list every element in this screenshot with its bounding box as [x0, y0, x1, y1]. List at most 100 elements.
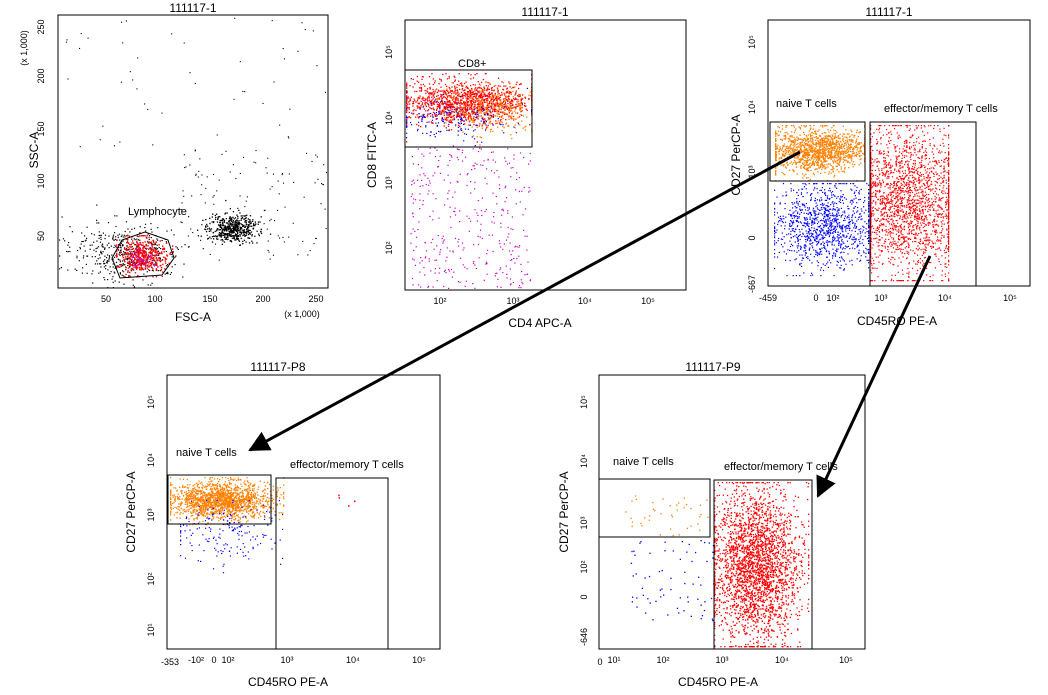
scatter-point [132, 265, 134, 267]
scatter-point [824, 213, 826, 215]
scatter-point [476, 125, 478, 127]
scatter-point [221, 227, 223, 229]
scatter-point [800, 222, 803, 224]
scatter-point [516, 105, 518, 107]
scatter-point [147, 269, 150, 271]
scatter-point [143, 254, 145, 257]
scatter-point [847, 224, 849, 226]
scatter-point [466, 93, 468, 95]
scatter-point [474, 287, 476, 289]
scatter-point [486, 183, 488, 185]
scatter-point [836, 224, 838, 226]
scatter-point [433, 133, 435, 136]
scatter-point [868, 248, 870, 251]
scatter-point [500, 121, 502, 123]
scatter-point [152, 243, 155, 246]
scatter-point [827, 202, 829, 204]
scatter-point [166, 254, 168, 256]
scatter-point [225, 150, 227, 152]
tick-label: 250 [308, 294, 323, 304]
scatter-point [133, 242, 135, 244]
scatter-point [781, 220, 784, 223]
plot-frame [404, 19, 687, 291]
scatter-point [515, 92, 517, 94]
panel-cd45ro-cd27: 111117-1 naive T cells effector/memory T… [729, 5, 1031, 328]
scatter-point [122, 253, 124, 255]
scatter-point [428, 92, 430, 94]
scatter-point [188, 216, 190, 218]
scatter-point [457, 113, 459, 115]
tick-label: 200 [255, 294, 270, 304]
scatter-point [472, 120, 474, 122]
scatter-point [485, 97, 487, 100]
scatter-point [83, 245, 85, 247]
scatter-point [233, 237, 235, 239]
scatter-point [159, 259, 161, 261]
scatter-point [121, 264, 124, 266]
scatter-point [796, 198, 798, 200]
scatter-point [415, 199, 417, 201]
scatter-point [138, 256, 140, 258]
scatter-point [781, 232, 783, 234]
scatter-point [124, 236, 126, 238]
scatter-point [141, 267, 144, 269]
scatter-point [440, 249, 442, 251]
scatter-point [434, 259, 436, 261]
scatter-point [485, 121, 487, 123]
scatter-point [828, 250, 830, 252]
scatter-point [790, 183, 792, 185]
scatter-point [488, 93, 490, 95]
scatter-point [250, 231, 253, 233]
scatter-point [822, 235, 824, 237]
scatter-point [420, 106, 422, 108]
scatter-point [498, 105, 500, 107]
scatter-point [892, 257, 894, 259]
scatter-point [794, 215, 796, 217]
scatter-point [153, 243, 155, 246]
scatter-point [250, 222, 252, 224]
scatter-point [132, 248, 134, 250]
scatter-point [473, 138, 476, 140]
scatter-point [476, 107, 478, 110]
scatter-point [789, 224, 791, 226]
scatter-point [832, 257, 834, 259]
scatter-point [467, 96, 469, 98]
scatter-point [168, 262, 170, 264]
scatter-point [832, 218, 834, 221]
scatter-point [822, 191, 824, 193]
scatter-point [258, 235, 260, 237]
scatter-point [858, 192, 860, 194]
scatter-point [484, 95, 487, 97]
scatter-point [525, 105, 527, 107]
scatter-point [476, 93, 478, 95]
scatter-point [817, 252, 819, 254]
scatter-point [282, 236, 284, 238]
scatter-point [814, 222, 816, 224]
scatter-point [443, 122, 445, 124]
scatter-point [182, 276, 184, 278]
scatter-point [848, 221, 850, 223]
scatter-point [817, 216, 819, 218]
scatter-point [230, 217, 232, 219]
scatter-point [826, 250, 828, 252]
scatter-point [868, 234, 870, 236]
scatter-point [868, 237, 870, 239]
scatter-point [806, 207, 809, 209]
scatter-point [417, 148, 419, 150]
scatter-point [234, 235, 237, 237]
scatter-point [249, 215, 252, 217]
scatter-point [511, 111, 514, 113]
scatter-point [507, 212, 509, 214]
scatter-point [255, 162, 257, 164]
scatter-point [504, 102, 507, 104]
scatter-point [237, 226, 239, 228]
scatter-point [774, 231, 776, 233]
scatter-point [808, 223, 810, 225]
scatter-point [868, 219, 870, 221]
scatter-point [132, 260, 134, 263]
scatter-point [823, 226, 825, 228]
scatter-point [450, 155, 452, 157]
scatter-point [825, 225, 827, 227]
scatter-point [139, 226, 141, 228]
scatter-point [488, 82, 491, 84]
